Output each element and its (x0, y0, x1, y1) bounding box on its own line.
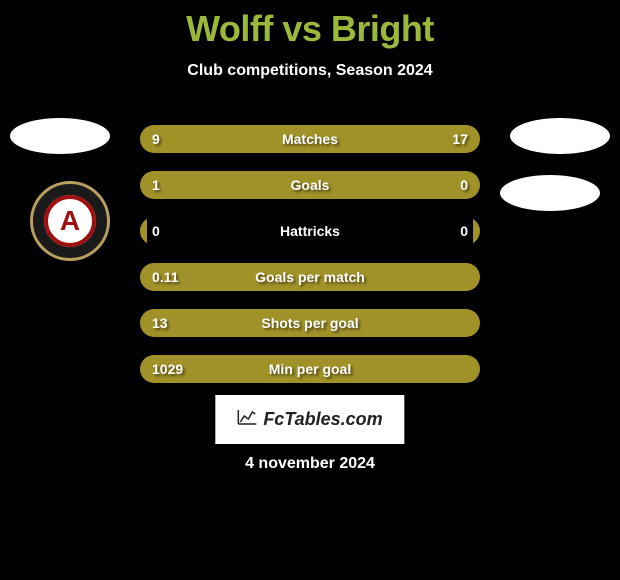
stat-label: Hattricks (280, 223, 340, 239)
footer-text: FcTables.com (263, 409, 382, 430)
stat-value-right: 0 (460, 177, 468, 193)
stat-value-left: 0.11 (152, 269, 178, 285)
stat-value-left: 1029 (152, 361, 183, 377)
stat-value-right: 0 (460, 223, 468, 239)
stat-row: 0.11 Goals per match (140, 263, 480, 291)
stats-container: 9 Matches 17 1 Goals 0 0 Hattricks 0 0.11 Goals pe… (140, 125, 480, 401)
stat-row: 0 Hattricks 0 (140, 217, 480, 245)
subtitle: Club competitions, Season 2024 (0, 62, 620, 80)
stat-label: Goals (291, 177, 330, 193)
club-right-badge (500, 175, 600, 211)
date-label: 4 november 2024 (245, 455, 375, 473)
club-left-letter: A (44, 195, 96, 247)
stat-bar-left (140, 217, 147, 245)
stat-bar-left (140, 171, 405, 199)
stat-value-left: 1 (152, 177, 160, 193)
stat-row: 9 Matches 17 (140, 125, 480, 153)
stat-label: Goals per match (255, 269, 365, 285)
stat-row: 1 Goals 0 (140, 171, 480, 199)
stat-value-left: 13 (152, 315, 168, 331)
player-right-avatar (510, 118, 610, 154)
stat-row: 1029 Min per goal (140, 355, 480, 383)
stat-value-right: 17 (452, 131, 468, 147)
player-left-avatar (10, 118, 110, 154)
stat-value-left: 9 (152, 131, 160, 147)
page-title: Wolff vs Bright (0, 0, 620, 50)
stat-bar-right (473, 217, 480, 245)
club-left-badge: A (30, 181, 110, 261)
stat-value-left: 0 (152, 223, 160, 239)
stat-row: 13 Shots per goal (140, 309, 480, 337)
stat-label: Matches (282, 131, 338, 147)
stat-label: Shots per goal (261, 315, 358, 331)
stat-bar-right (405, 171, 480, 199)
chart-icon (237, 409, 257, 430)
stat-label: Min per goal (269, 361, 351, 377)
footer-branding: FcTables.com (215, 395, 404, 444)
